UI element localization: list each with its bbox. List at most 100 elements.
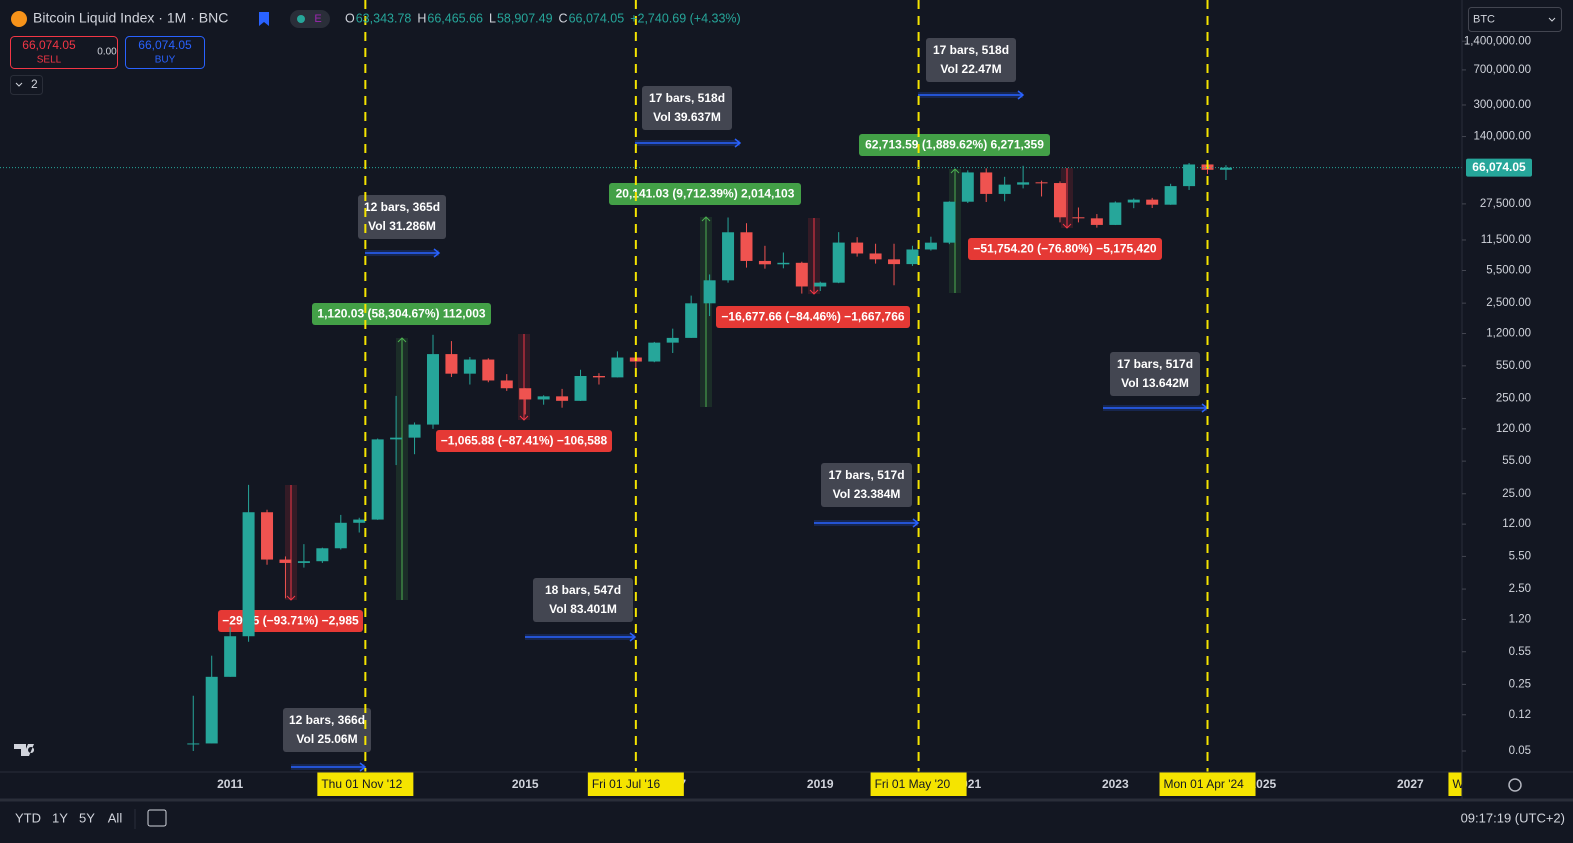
range-button[interactable]: YTD	[15, 810, 41, 825]
candle-body	[1127, 199, 1140, 203]
date-range-arrow	[359, 762, 367, 772]
range-label-bg	[859, 134, 1050, 156]
candle-body	[1017, 182, 1030, 185]
chevron	[1548, 17, 1556, 22]
candle-body	[869, 253, 882, 260]
candle-body	[906, 249, 919, 265]
date-range-label-bg	[821, 463, 912, 507]
symbol-select[interactable]	[1468, 7, 1562, 32]
y-tick-label: 1.20	[1509, 613, 1531, 625]
y-tick-label: 140,000.00	[1473, 131, 1531, 143]
date-range-arrow	[1017, 90, 1025, 100]
candle-body	[519, 388, 532, 400]
buy-price: 66,074.05	[138, 38, 192, 52]
symbol-select-text: BTC	[1473, 13, 1495, 25]
clock: 09:17:19 (UTC+2)	[1461, 810, 1565, 825]
candle-body	[1035, 182, 1048, 184]
candle-body	[777, 262, 790, 265]
range-label-bg	[716, 306, 910, 328]
symbol-title[interactable]: Bitcoin Liquid Index · 1M · BNC	[33, 10, 228, 26]
date-range-volume: Vol 83.401M	[549, 602, 617, 616]
date-range-bars: 18 bars, 547d	[545, 583, 621, 597]
candle-body	[463, 359, 476, 374]
date-range-label-bg	[533, 578, 633, 622]
candle-body	[408, 424, 421, 438]
range-arrow	[519, 415, 529, 421]
sell-label: SELL	[37, 55, 62, 66]
date-range-volume: Vol 13.642M	[1121, 376, 1189, 390]
candle-body	[888, 259, 901, 265]
y-tick-label: 5.50	[1509, 550, 1531, 562]
range-button[interactable]: All	[108, 810, 123, 825]
ohlc-text: O	[345, 11, 355, 25]
y-tick-label: 2,500.00	[1486, 297, 1531, 309]
y-tick-label: 25.00	[1502, 488, 1531, 500]
y-tick-label: 1,400,000.00	[1464, 35, 1531, 47]
x-tick-label: 2019	[807, 777, 834, 791]
ohlc-text: 66,465.66	[427, 11, 483, 25]
flag-icon[interactable]	[259, 12, 269, 26]
last-price-label: 66,074.05	[1472, 160, 1526, 174]
plot-area: −29.85 (−93.71%) −2,985 1,120.03 (58,304.…	[0, 0, 1462, 772]
candle-body	[1109, 202, 1122, 225]
y-tick-label: 12.00	[1502, 518, 1531, 530]
candle-body	[924, 242, 937, 250]
candle-body	[592, 376, 605, 378]
settings-icon[interactable]	[1508, 778, 1522, 792]
range-label-bg	[312, 303, 491, 325]
tv-logo[interactable]	[14, 744, 35, 756]
candle-body	[426, 354, 439, 425]
candle-body	[297, 561, 310, 563]
candle-body	[740, 232, 753, 261]
date-range-volume: Vol 25.06M	[296, 732, 357, 746]
date-range-volume: Vol 39.637M	[653, 110, 721, 124]
range-label-bg	[609, 183, 801, 205]
candle-body	[371, 439, 384, 520]
candle-body	[224, 636, 237, 677]
date-range-bars: 17 bars, 517d	[1117, 357, 1193, 371]
y-tick-label: 5,500.00	[1486, 265, 1531, 277]
candle-body	[703, 280, 716, 304]
symbol-icon	[11, 11, 27, 27]
marker-label-bg	[587, 772, 684, 796]
range-label-bg	[968, 238, 1162, 260]
range-label: 1,120.03 (58,304.67%) 112,003	[317, 307, 485, 321]
range-arrow	[809, 289, 819, 295]
overlay-ui: Bitcoin Liquid Index · 1M · BNC E 66,074…	[0, 7, 1573, 829]
ohlc-text: H	[417, 11, 426, 25]
ohlc-text: C	[559, 11, 568, 25]
ohlc-text: 58,907.49	[497, 11, 553, 25]
candle-body	[279, 559, 292, 563]
candle-body	[205, 676, 218, 744]
candle-body	[611, 357, 624, 378]
sell-button[interactable]	[10, 36, 118, 69]
y-tick-label: 0.25	[1509, 678, 1531, 690]
y-tick-label: 0.12	[1509, 709, 1531, 721]
calendar-icon[interactable]	[147, 809, 167, 827]
y-tick-label: 550.00	[1496, 360, 1531, 372]
ohlc-text: L	[489, 11, 496, 25]
range-button[interactable]: 1Y	[52, 810, 68, 825]
buy-button[interactable]	[125, 36, 205, 69]
marker-label: Fri 01 May '20	[875, 777, 951, 791]
y-tick-label: 0.55	[1509, 646, 1531, 658]
buy-label: BUY	[155, 55, 176, 66]
range-arrow	[950, 168, 960, 174]
candle-body	[261, 512, 274, 560]
marker-label: Mon 01 Apr '24	[1164, 777, 1245, 791]
range-arrow	[701, 216, 711, 222]
marker-label-bg	[1448, 772, 1462, 796]
collapse-button[interactable]	[10, 75, 43, 95]
y-tick-label: 250.00	[1496, 392, 1531, 404]
range-label: 20,141.03 (9,712.39%) 2,014,103	[616, 187, 795, 201]
marker-label-bg	[870, 772, 967, 796]
date-range-label-bg	[642, 86, 732, 130]
range-label: −51,754.20 (−76.80%) −5,175,420	[973, 242, 1156, 256]
date-range-arrow	[629, 632, 637, 642]
candle-body	[1219, 167, 1232, 170]
x-tick-label: 2023	[1102, 777, 1129, 791]
price-axis: 0.05 0.12 0.25 0.55 1.20 2.50 5.50 12.00 25.00 55…	[1462, 35, 1532, 757]
range-button[interactable]: 5Y	[79, 810, 95, 825]
date-range-bars: 12 bars, 366d	[289, 713, 365, 727]
